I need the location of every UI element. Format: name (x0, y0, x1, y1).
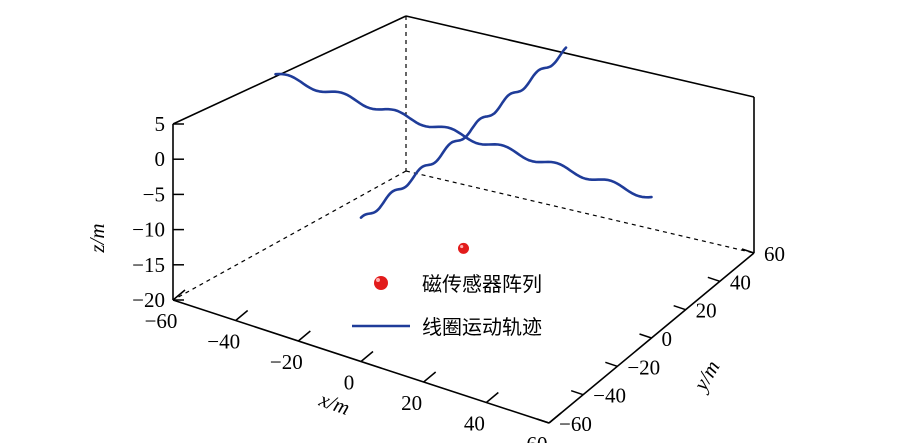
y-tick-label: 60 (764, 242, 785, 266)
y-tick-mark (707, 276, 721, 283)
x-tick-mark (235, 309, 249, 322)
x-tick-label: −40 (207, 330, 240, 354)
box-edge-front-top-left (172, 15, 407, 125)
x-tick-mark (360, 350, 374, 363)
x-tick-mark (485, 391, 499, 404)
box-edge-back-right-floor (405, 170, 755, 254)
x-tick-mark (548, 412, 562, 424)
axes-box-hidden (172, 16, 755, 301)
box-edge-back-top (405, 15, 755, 98)
y-tick-mark (605, 361, 618, 368)
z-axis-label: z/m (85, 223, 109, 253)
z-tick-label: 5 (155, 112, 166, 136)
trajectory-line (359, 46, 568, 219)
z-tick-label: −5 (143, 182, 165, 206)
y-tick-label: −40 (593, 384, 626, 408)
legend-marker-highlight (376, 278, 380, 282)
legend: 磁传感器阵列 线圈运动轨迹 (352, 272, 542, 339)
y-tick-mark (673, 304, 686, 311)
y-tick-label: −60 (559, 412, 592, 436)
y-tick-label: 40 (730, 270, 751, 294)
trajectory-line (274, 72, 653, 199)
sensor-series (458, 242, 469, 254)
legend-label-trajectory: 线圈运动轨迹 (422, 315, 542, 339)
y-tick-mark (536, 418, 550, 424)
x-tick-label: 20 (401, 391, 422, 415)
y-tick-mark (741, 248, 755, 254)
y-tick-label: 20 (696, 299, 717, 323)
z-axis-ticks: 5 0 −5 −10 −15 −20 (132, 112, 184, 312)
z-tick-label: −15 (132, 253, 165, 277)
y-tick-label: −20 (627, 355, 660, 379)
z-tick-label: −10 (132, 218, 165, 242)
y-axis-ticks: −60−40−200 20 40 60 (536, 242, 785, 436)
box-edge-back-left-floor (172, 170, 407, 301)
x-tick-mark (172, 289, 186, 301)
x-tick-label: −20 (270, 350, 303, 374)
axes-box (172, 15, 755, 424)
x-tick-label: 40 (464, 412, 485, 436)
x-tick-mark (423, 371, 437, 383)
sensor-point-highlight (460, 244, 464, 249)
y-tick-mark (570, 389, 584, 396)
y-tick-mark (639, 333, 652, 339)
y-axis-label: y/m (688, 356, 725, 396)
y-tick-label: 0 (662, 327, 673, 351)
z-tick-label: −20 (132, 288, 165, 312)
legend-label-sensor: 磁传感器阵列 (422, 272, 542, 296)
sensor-point (458, 242, 469, 254)
x-tick-label: −60 (145, 309, 178, 333)
x-tick-label: 60 (527, 432, 548, 443)
x-axis-ticks: −60 −40 −20 0 20 40 60 (145, 289, 562, 443)
legend-marker-icon (374, 276, 388, 290)
x-tick-label: 0 (344, 371, 355, 395)
x-tick-mark (297, 330, 311, 342)
trajectory-series (274, 46, 653, 219)
z-tick-label: 0 (155, 147, 166, 171)
